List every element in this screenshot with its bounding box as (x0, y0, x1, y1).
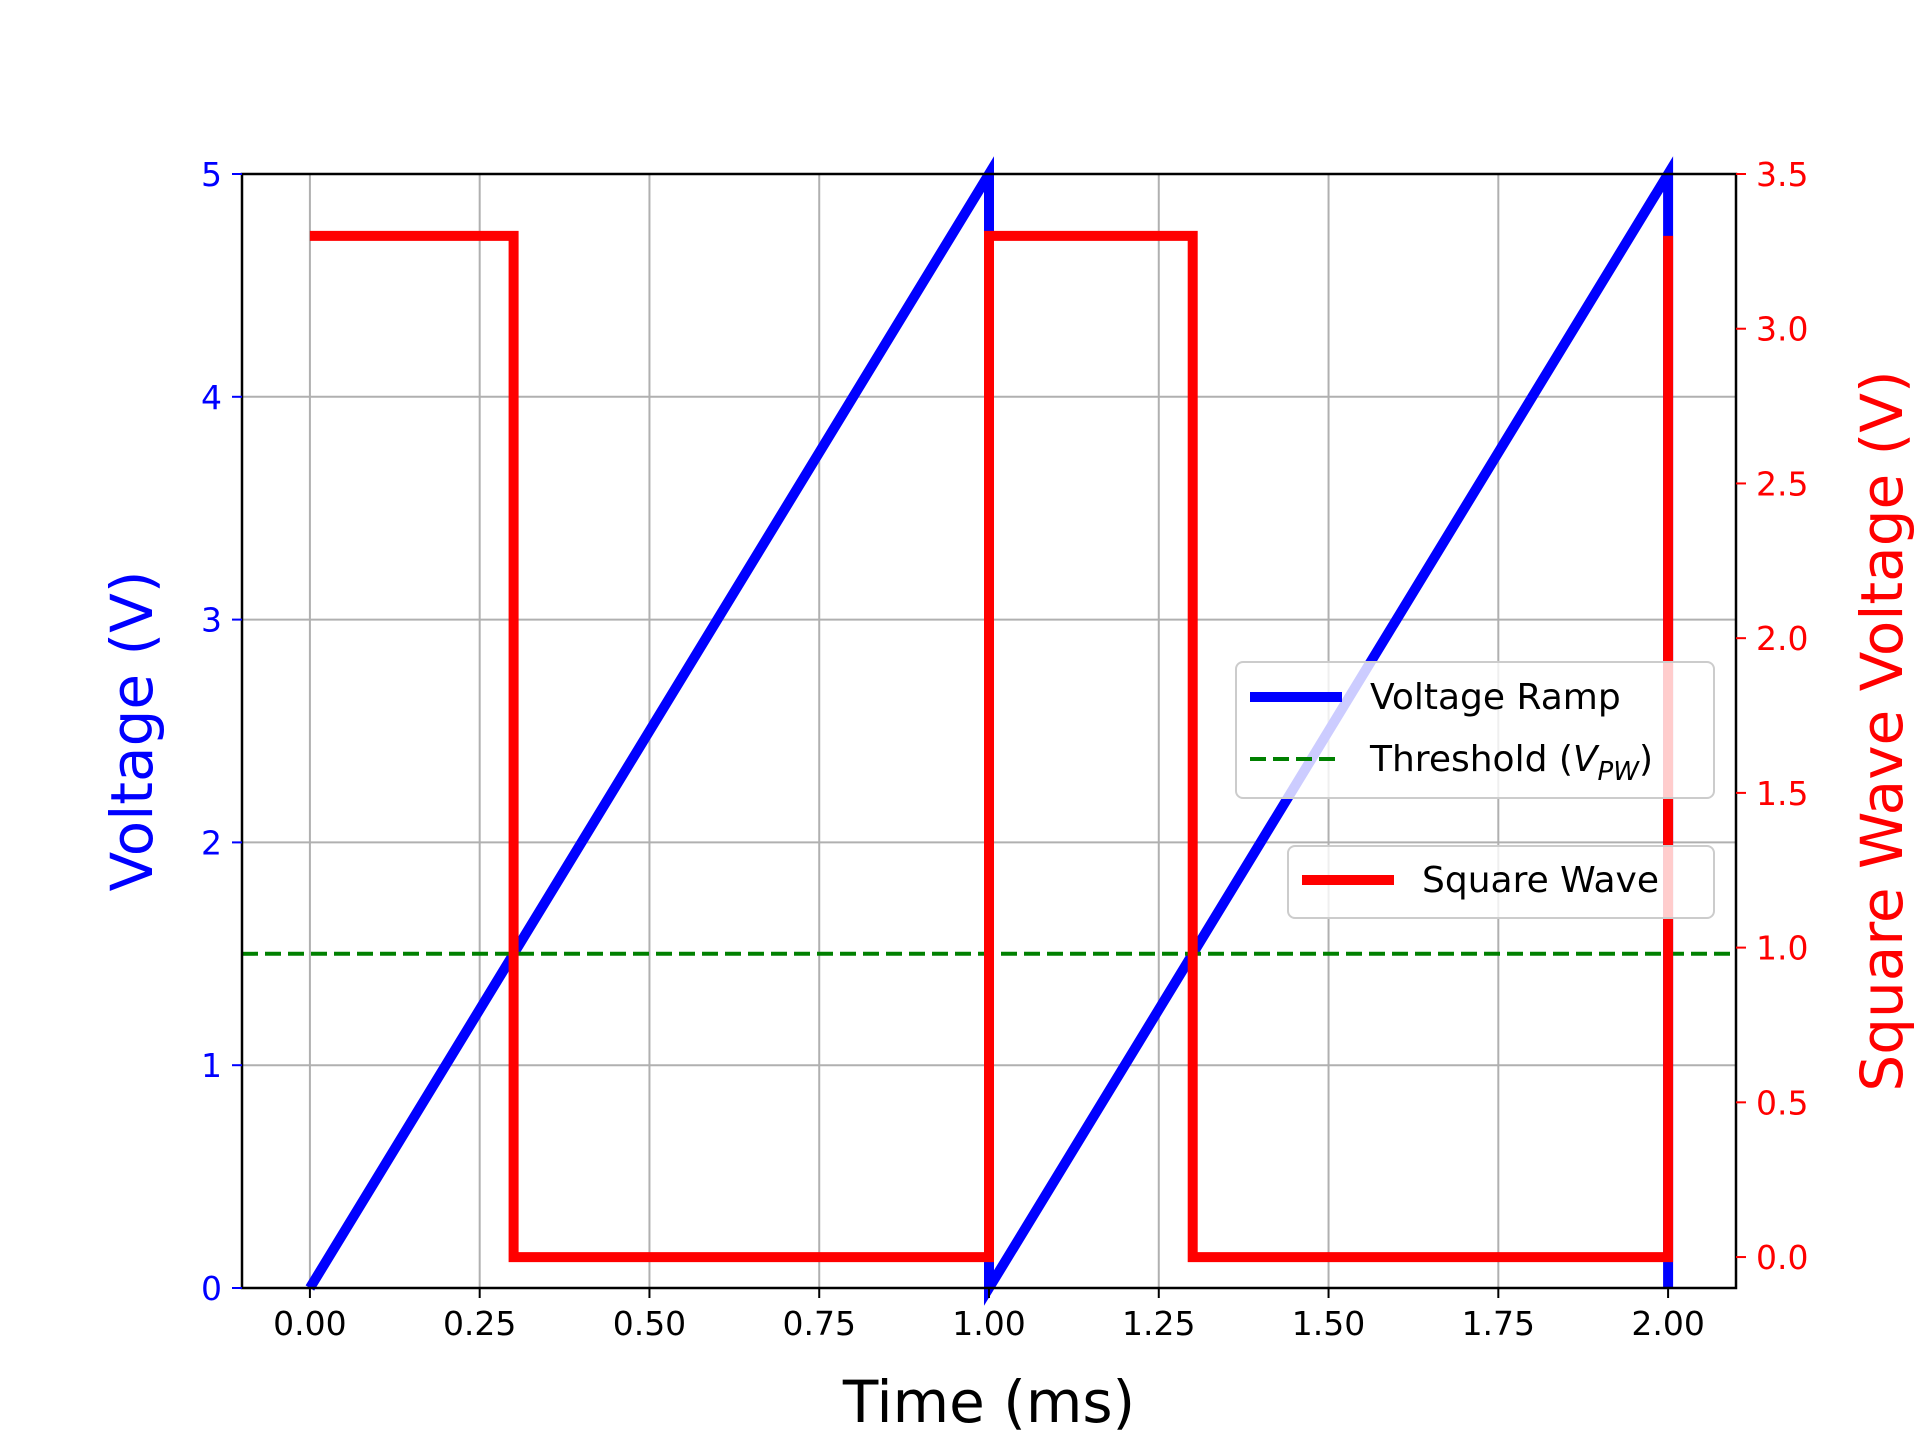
left-y-tick-label: 0 (201, 1269, 222, 1308)
x-axis: 0.00 0.25 0.50 0.75 1.00 1.25 1.50 1.75 2.00 (273, 1288, 1705, 1343)
right-y-tick-label: 1.0 (1756, 929, 1808, 968)
square-wave-line (309, 230, 1674, 1263)
legend-primary-box (1235, 661, 1715, 799)
left-y-axis-title: Voltage (V) (98, 571, 166, 892)
right-y-tick-label: 2.0 (1756, 619, 1808, 658)
legend-secondary: Square Wave (1287, 845, 1715, 919)
right-y-tick-label: 0.0 (1756, 1238, 1808, 1277)
legend-secondary-box (1287, 845, 1715, 919)
x-tick-label: 0.50 (613, 1304, 686, 1343)
right-y-tick-label: 0.5 (1756, 1083, 1808, 1122)
right-y-axis-title: Square Wave Voltage (V) (1848, 370, 1916, 1091)
legend-primary: Voltage Ramp Threshold (VPW) (1235, 661, 1715, 799)
x-tick-label: 0.75 (782, 1304, 855, 1343)
right-y-tick-label: 2.5 (1756, 464, 1808, 503)
left-y-tick-label: 2 (201, 823, 222, 862)
left-y-axis: 0 1 2 3 4 5 (201, 155, 242, 1308)
left-y-tick-label: 5 (201, 155, 222, 194)
x-tick-label: 0.00 (273, 1304, 346, 1343)
left-y-tick-label: 1 (201, 1046, 222, 1085)
left-y-tick-label: 3 (201, 601, 222, 640)
right-y-tick-label: 3.0 (1756, 310, 1808, 349)
x-tick-label: 0.25 (443, 1304, 516, 1343)
legend-threshold-label: Threshold (VPW) (1369, 739, 1653, 787)
legend-ramp-label: Voltage Ramp (1370, 677, 1621, 718)
legend-square-label: Square Wave (1422, 860, 1659, 901)
x-tick-label: 1.50 (1292, 1304, 1365, 1343)
x-tick-label: 1.25 (1122, 1304, 1195, 1343)
left-y-tick-label: 4 (201, 378, 222, 417)
x-tick-label: 1.75 (1462, 1304, 1535, 1343)
x-axis-title: Time (ms) (842, 1368, 1135, 1436)
right-y-tick-label: 3.5 (1756, 155, 1808, 194)
x-tick-label: 2.00 (1631, 1304, 1704, 1343)
right-y-tick-label: 1.5 (1756, 774, 1808, 813)
x-tick-label: 1.00 (952, 1304, 1025, 1343)
right-y-axis: 0.0 0.5 1.0 1.5 2.0 2.5 3.0 3.5 (1736, 155, 1808, 1277)
